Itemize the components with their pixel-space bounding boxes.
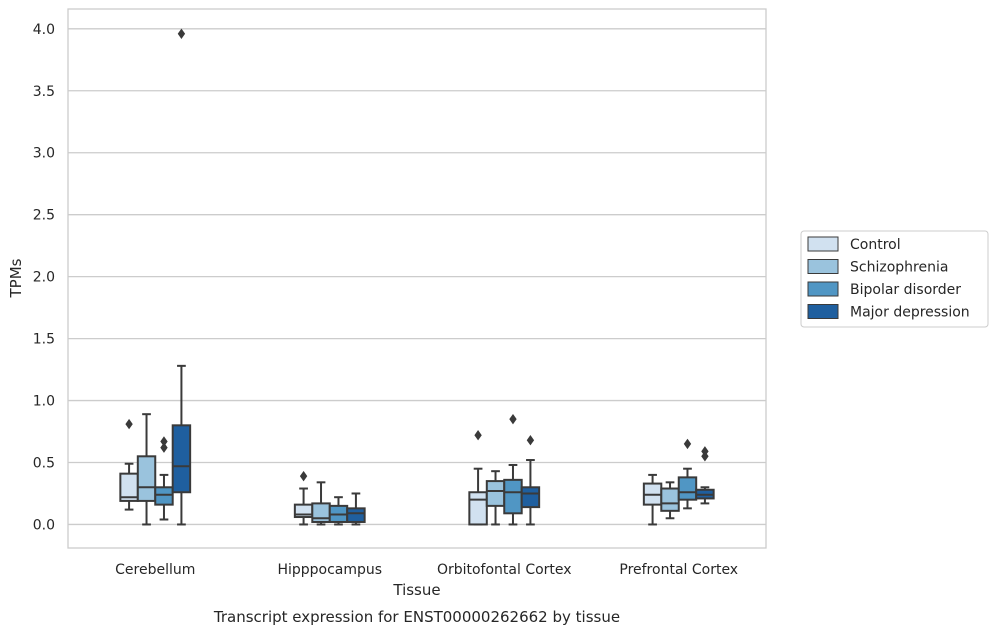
x-axis-label: Tissue [392, 581, 440, 599]
outlier-point [160, 436, 168, 447]
box-2-0 [468, 430, 488, 526]
y-tick-labels: 0.0 0.5 1.0 1.5 2.0 2.5 3.0 3.5 4.0 [33, 22, 55, 534]
outlier-point [474, 430, 482, 441]
legend-label: Major depression [850, 305, 970, 321]
box-iqr [485, 480, 506, 507]
outlier-point [299, 470, 308, 482]
x-tick-label: Cerebellum [115, 562, 195, 578]
outlier-point [526, 435, 535, 446]
box-iqr [660, 487, 680, 512]
box-iqr [468, 491, 488, 526]
y-tick-label: 4.0 [33, 22, 55, 38]
legend-swatch [807, 259, 839, 274]
y-tick-label: 0.0 [33, 517, 55, 533]
box-iqr [677, 476, 698, 501]
box-2-2 [503, 413, 523, 526]
y-tick-label: 3.5 [33, 84, 55, 100]
box-iqr [503, 478, 523, 515]
legend-frame [800, 230, 989, 328]
outlier-point [160, 442, 168, 453]
legend-label: Schizophrenia [850, 260, 948, 276]
box-iqr [171, 424, 192, 494]
legend-label: Control [850, 237, 901, 253]
legend-label: Bipolar disorder [850, 282, 961, 298]
y-tick-label: 3.0 [33, 146, 55, 162]
outlier-point [683, 438, 692, 450]
box-0-1 [136, 413, 157, 526]
legend-swatch [807, 236, 839, 252]
outlier-point [125, 418, 133, 430]
legend-swatch [807, 281, 839, 297]
box-3-0 [642, 473, 663, 526]
y-tick-label: 2.5 [33, 208, 55, 224]
y-axis-label: TPMs [7, 258, 25, 298]
box-3-2 [677, 438, 698, 510]
x-tick-labels: Cerebellum Hipppocampus Orbitofontal Corte… [115, 562, 738, 578]
box-2-3 [520, 435, 541, 526]
box-iqr [520, 486, 541, 509]
box-1-1 [311, 481, 331, 526]
outlier-point [701, 446, 709, 457]
box-series [119, 28, 715, 526]
box-1-3 [346, 492, 366, 526]
y-tick-label: 2.0 [33, 270, 55, 286]
box-1-2 [328, 496, 349, 526]
box-0-3 [171, 28, 192, 526]
outlier-point [177, 28, 186, 39]
y-tick-label: 1.0 [33, 394, 55, 410]
chart-caption: Transcript expression for ENST0000026266… [213, 608, 620, 626]
box-iqr [154, 486, 174, 506]
y-tick-label: 1.5 [33, 332, 55, 348]
plot-frame [67, 8, 767, 549]
box-3-3 [695, 446, 715, 505]
x-tick-label: Hipppocampus [277, 562, 382, 578]
legend: Control Schizophrenia Bipolar disorder Majo… [800, 230, 989, 328]
box-iqr [136, 455, 157, 502]
x-tick-label: Orbitofontal Cortex [437, 562, 572, 578]
outlier-point [509, 413, 517, 425]
y-tick-label: 0.5 [33, 456, 55, 472]
box-iqr [346, 507, 366, 523]
box-0-2 [154, 436, 174, 521]
legend-swatch [807, 304, 839, 319]
x-tick-label: Prefrontal Cortex [619, 562, 738, 578]
